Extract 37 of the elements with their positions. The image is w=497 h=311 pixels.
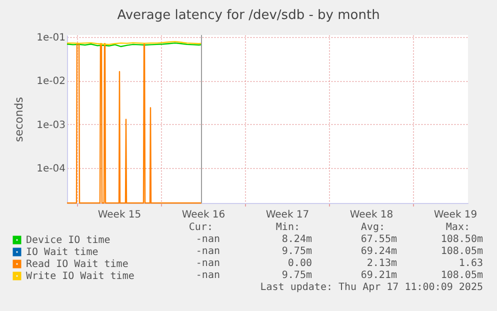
x-tick-label: Week 18 — [350, 210, 394, 220]
line-series — [66, 42, 202, 204]
text: 0.00 — [288, 258, 312, 270]
x-tick-label: Week 15 — [98, 210, 142, 220]
legend-label: IO Wait time — [26, 247, 98, 258]
x-tick-label: Week 19 — [434, 210, 478, 220]
legend-label: Read IO Wait time — [26, 259, 128, 270]
text: Cur: — [188, 222, 213, 234]
text: 108.05m — [440, 270, 483, 282]
text: Max: — [446, 222, 470, 234]
chart-title: Average latency for /dev/sdb - by month — [117, 8, 380, 23]
text: 67.55m — [360, 234, 397, 246]
text: 1.63 — [458, 258, 483, 270]
text: 2.13m — [366, 258, 397, 270]
y-tick-label: 1e-03 — [36, 120, 66, 131]
y-tick-label: 1e-01 — [36, 32, 66, 44]
text: -nan — [196, 234, 220, 246]
text: 69.21m — [360, 270, 397, 282]
text: 9.75m — [282, 246, 312, 258]
text: 108.05m — [440, 246, 483, 258]
text: -nan — [196, 270, 220, 282]
y-tick-label: 1e-04 — [36, 164, 66, 175]
y-tick-label: 1e-02 — [36, 76, 66, 88]
text: 108.50m — [440, 234, 483, 246]
text: 8.24m — [282, 234, 312, 246]
text: Min: — [276, 222, 300, 234]
text: 9.75m — [282, 270, 312, 282]
text: Avg: — [360, 222, 385, 234]
text: Last update: Thu Apr 17 11:00:09 2025 — [260, 282, 483, 294]
text: -nan — [196, 246, 220, 258]
y-axis-title: seconds — [12, 96, 26, 142]
text: -nan — [196, 258, 220, 270]
x-tick-label: Week 17 — [266, 210, 310, 220]
text: 69.24m — [360, 246, 397, 258]
x-tick-label: Week 16 — [182, 210, 226, 220]
legend-label: Device IO time — [26, 235, 110, 246]
legend-label: Write IO Wait time — [26, 271, 134, 282]
